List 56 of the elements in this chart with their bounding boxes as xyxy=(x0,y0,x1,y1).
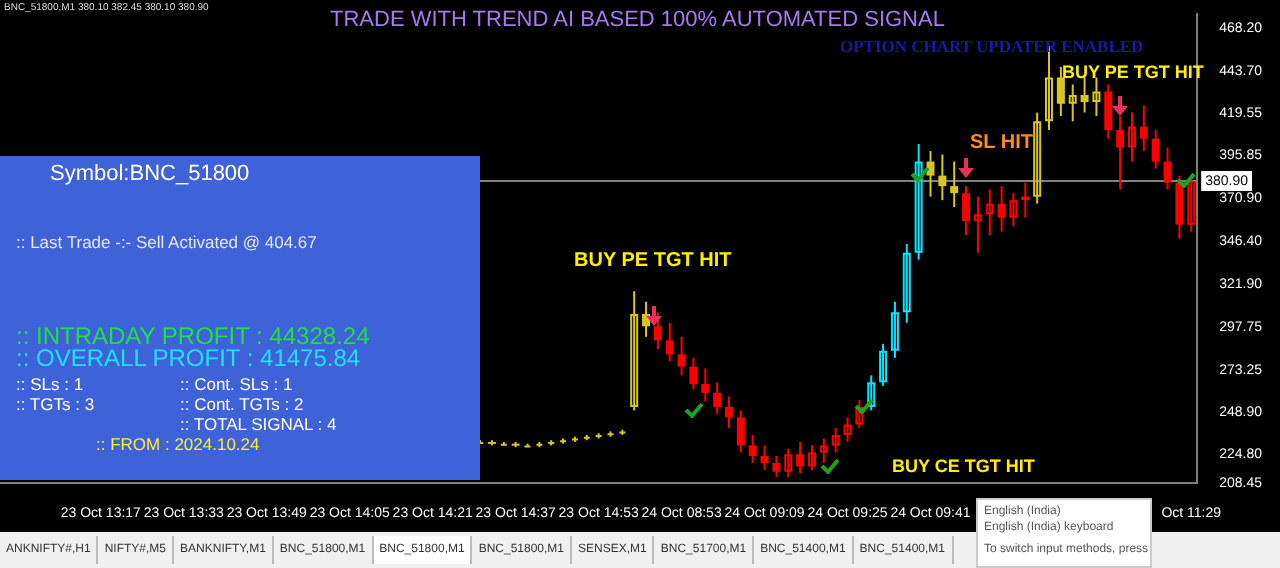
candlestick xyxy=(819,437,828,464)
annotation: :: OVERALL PROFIT : 41475.84 xyxy=(16,344,361,372)
candlestick xyxy=(725,395,734,429)
candlestick xyxy=(1151,129,1160,170)
candlestick xyxy=(796,440,805,475)
candlestick xyxy=(938,153,947,202)
candlestick xyxy=(962,185,971,237)
candlestick xyxy=(630,290,639,412)
candlestick xyxy=(855,398,864,429)
candlestick xyxy=(1033,111,1042,205)
candlestick xyxy=(713,381,722,415)
candlestick xyxy=(736,409,745,454)
candlestick xyxy=(843,416,852,443)
candlestick xyxy=(807,444,816,471)
annotation: BUY PE TGT HIT xyxy=(1062,62,1204,82)
annotation: :: INTRADAY PROFIT : 44328.24 xyxy=(16,322,370,350)
candlestick xyxy=(1175,174,1184,240)
candlestick xyxy=(665,321,674,363)
annotation: :: TGTs : 3 xyxy=(16,394,95,414)
annotation: :: Cont. TGTs : 2 xyxy=(180,394,304,414)
candlestick xyxy=(985,188,994,237)
candlestick xyxy=(784,447,793,478)
candlestick xyxy=(1104,83,1113,140)
candlestick xyxy=(653,311,662,351)
candlestick xyxy=(1127,111,1136,163)
candlestick xyxy=(867,374,876,412)
chart-title: TRADE WITH TREND AI BASED 100% AUTOMATED SIGNAL xyxy=(330,8,945,32)
annotation: :: Last Trade -:- Sell Activated @ 404.67 xyxy=(16,232,317,252)
annotation: :: Cont. SLs : 1 xyxy=(180,374,293,394)
annotation: BUY CE TGT HIT xyxy=(892,456,1035,476)
candlestick xyxy=(914,143,923,261)
candlestick xyxy=(1068,83,1077,123)
candlestick xyxy=(1116,115,1125,191)
annotation: OPTION CHART UPDATER ENABLED xyxy=(840,36,1144,56)
candlestick xyxy=(879,342,888,387)
candlestick xyxy=(902,242,911,324)
candlestick xyxy=(973,195,982,254)
candlestick xyxy=(1056,65,1065,118)
annotation: Symbol:BNC_51800 xyxy=(50,162,250,186)
candlestick xyxy=(677,335,686,377)
annotation: :: FROM : 2024.10.24 xyxy=(96,434,260,454)
candlestick xyxy=(689,356,698,391)
annotation: BUY PE TGT HIT xyxy=(574,250,732,272)
annotation: :: TOTAL SIGNAL : 4 xyxy=(180,414,337,434)
candlestick xyxy=(950,160,959,209)
candlestick xyxy=(772,454,781,478)
annotation: :: SLs : 1 xyxy=(16,374,84,394)
candlestick xyxy=(831,426,840,454)
candlestick xyxy=(1163,146,1172,191)
candlestick xyxy=(701,367,710,403)
candlestick xyxy=(1139,104,1148,153)
candlestick xyxy=(748,433,757,464)
annotation: SL HIT xyxy=(970,132,1033,154)
candlestick xyxy=(1187,178,1196,233)
candlestick xyxy=(890,300,899,359)
candlestick xyxy=(760,444,769,471)
